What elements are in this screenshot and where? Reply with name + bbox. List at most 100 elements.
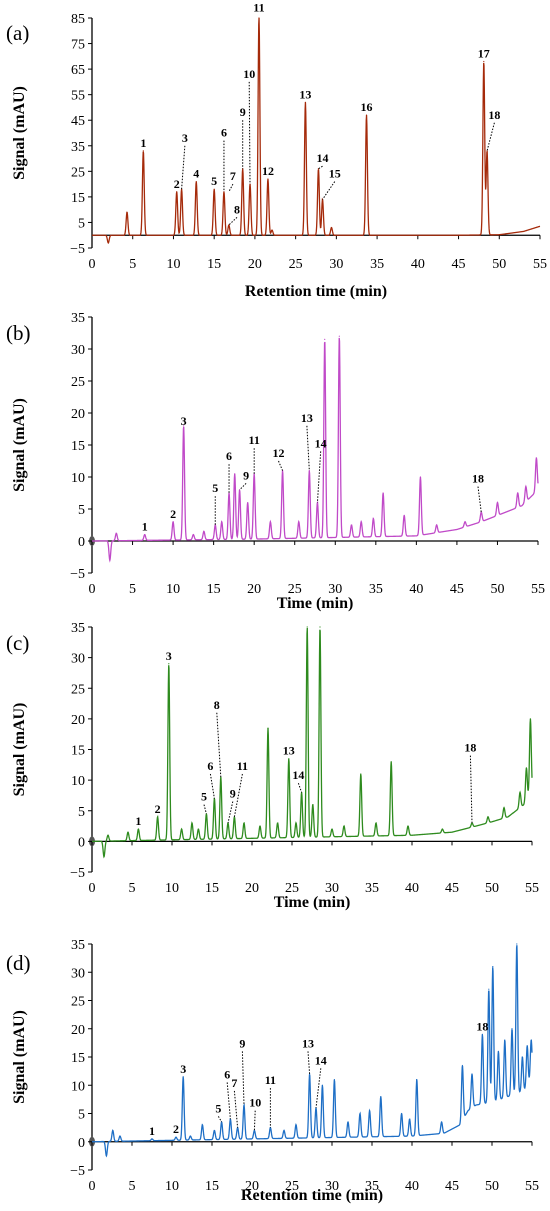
peak-leader-line xyxy=(486,122,495,152)
peak-point xyxy=(403,514,405,517)
x-tick-label: 20 xyxy=(248,257,262,272)
peak-point xyxy=(112,1129,114,1132)
peak-point xyxy=(283,1129,285,1132)
x-tick-label: 55 xyxy=(533,257,547,272)
peak-point xyxy=(107,242,109,244)
peak-label: 12 xyxy=(273,446,285,460)
peak-label: 1 xyxy=(140,136,146,150)
peak-point xyxy=(330,226,333,229)
peak-point xyxy=(401,1112,403,1115)
peak-point xyxy=(288,758,290,760)
x-tick-label: 40 xyxy=(411,257,425,272)
x-tick-label: 45 xyxy=(452,257,466,272)
peak-label: 18 xyxy=(488,108,500,122)
x-tick-label: 10 xyxy=(165,1179,179,1194)
x-tick-label: 30 xyxy=(325,881,339,896)
peak-leader-line xyxy=(226,1082,231,1120)
y-tick-label: −5 xyxy=(70,866,85,881)
peak-point xyxy=(503,807,505,809)
peak-label: 9 xyxy=(239,1036,245,1050)
peak-point xyxy=(151,1138,153,1140)
peak-leader-line xyxy=(322,181,336,200)
peak-point xyxy=(243,1104,245,1106)
peak-point xyxy=(519,791,521,793)
peak-point xyxy=(390,761,392,763)
peak-point xyxy=(115,532,117,534)
x-tick-label: 40 xyxy=(409,582,423,597)
peak-point xyxy=(416,1079,418,1081)
peak-point xyxy=(234,473,236,475)
peak-label: 3 xyxy=(181,414,187,428)
x-tick-label: 25 xyxy=(285,881,299,896)
peak-label: 13 xyxy=(299,87,311,101)
peak-point xyxy=(461,1064,463,1067)
peak-label: 2 xyxy=(174,177,180,191)
y-tick-label: 85 xyxy=(71,12,85,27)
y-tick-label: 0 xyxy=(78,835,85,850)
x-tick-label: 50 xyxy=(485,881,499,896)
peak-point xyxy=(521,1056,524,1058)
peak-leader-line xyxy=(278,460,284,471)
x-tick-label: 50 xyxy=(492,257,506,272)
peak-point xyxy=(441,1121,443,1123)
x-tick-label: 55 xyxy=(531,582,545,597)
peak-point xyxy=(295,1124,297,1126)
peak-leader-line xyxy=(248,81,251,185)
y-tick-label: 15 xyxy=(71,439,85,454)
x-tick-label: 20 xyxy=(245,1179,259,1194)
peak-point xyxy=(504,1039,506,1041)
peak-label: 7 xyxy=(231,1076,237,1090)
y-tick-label: 55 xyxy=(71,89,85,104)
peak-label: 3 xyxy=(180,1062,186,1076)
x-tick-label: 15 xyxy=(205,1179,219,1194)
peak-label: 13 xyxy=(301,411,313,425)
peak-label: 6 xyxy=(221,126,227,140)
peak-point xyxy=(360,521,362,523)
x-tick-label: 40 xyxy=(405,1179,419,1194)
peak-point xyxy=(324,338,326,340)
peak-point xyxy=(271,229,273,231)
peak-point xyxy=(175,1136,177,1138)
peak-label: 1 xyxy=(135,814,141,828)
x-axis-title: Time (min) xyxy=(274,894,351,911)
peak-leader-line xyxy=(209,773,215,799)
peak-point xyxy=(369,1110,371,1112)
peak-point xyxy=(530,1039,532,1041)
x-axis-title: Retention time (min) xyxy=(245,283,387,300)
x-tick-label: 35 xyxy=(370,257,384,272)
peak-label: 14 xyxy=(315,436,327,450)
peak-leader-line xyxy=(181,145,186,190)
peak-point xyxy=(157,816,159,818)
peak-label: 6 xyxy=(207,759,213,773)
x-tick-label: 25 xyxy=(288,582,302,597)
peak-point xyxy=(525,767,528,769)
x-tick-label: 45 xyxy=(450,582,464,597)
x-tick-label: 30 xyxy=(325,1179,339,1194)
peak-point xyxy=(347,1121,349,1123)
y-tick-label: 25 xyxy=(71,682,85,697)
y-tick-label: 10 xyxy=(71,471,85,486)
y-tick-label: 45 xyxy=(71,114,85,129)
peak-point xyxy=(221,521,223,523)
peak-leader-line xyxy=(241,1051,245,1106)
peak-leader-line xyxy=(306,425,310,471)
peak-point xyxy=(471,1073,473,1075)
peak-leader-line xyxy=(228,183,234,193)
peak-label: 5 xyxy=(215,1101,221,1115)
peak-label: 13 xyxy=(302,1036,314,1050)
y-tick-label: 5 xyxy=(78,216,85,231)
peak-label: 6 xyxy=(224,1067,230,1081)
peak-label: 9 xyxy=(240,105,246,119)
peak-point xyxy=(258,17,260,19)
peak-leader-line xyxy=(203,804,207,814)
chromatogram-trace-a xyxy=(92,17,541,245)
peak-point xyxy=(419,476,422,478)
peak-label: 12 xyxy=(262,164,274,178)
x-tick-label: 55 xyxy=(525,1179,539,1194)
y-tick-label: 65 xyxy=(71,63,85,78)
peak-label: 1 xyxy=(142,520,148,534)
